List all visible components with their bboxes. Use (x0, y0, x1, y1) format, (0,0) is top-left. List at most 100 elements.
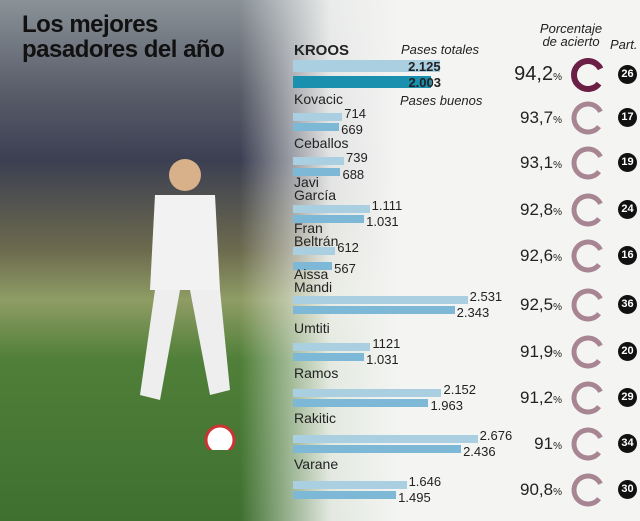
bar-good-passes (293, 123, 340, 131)
header-percent-line-2: de acierto (542, 34, 600, 49)
bar-good-passes (293, 215, 365, 223)
value-total-passes: 612 (337, 240, 359, 255)
bar-total-passes (293, 296, 468, 304)
value-total-passes: 1.111 (371, 198, 403, 213)
accuracy-ring-arc (571, 473, 605, 507)
percent-value: 91% (492, 434, 562, 454)
value-good-passes: 1.963 (430, 398, 463, 413)
accuracy-ring-arc (571, 101, 605, 135)
percent-unit: % (553, 72, 562, 83)
percent-number: 92,5 (520, 295, 554, 314)
percent-number: 91 (534, 434, 554, 453)
value-total-passes: 2.676 (479, 428, 513, 443)
percent-value: 93,1% (492, 153, 562, 173)
bar-good-passes (293, 399, 429, 407)
value-good-passes: 688 (342, 167, 365, 182)
percent-number: 92,6 (520, 246, 554, 265)
value-good-passes: 2.343 (456, 305, 490, 320)
matches-badge: 17 (618, 108, 637, 127)
bar-good-passes (293, 76, 432, 88)
bar-good-passes (293, 306, 455, 314)
value-total-passes: 739 (345, 150, 368, 165)
accuracy-ring-icon (571, 58, 605, 92)
player-name: Javi García (294, 174, 337, 203)
matches-badge: 36 (618, 295, 637, 314)
bar-good-passes (293, 262, 333, 270)
player-name: Ramos (294, 365, 339, 381)
accuracy-ring-arc (571, 381, 605, 415)
accuracy-ring-arc (571, 146, 605, 180)
player-name: Umtiti (294, 320, 330, 336)
player-illustration (140, 159, 236, 450)
accuracy-ring-arc (571, 427, 605, 461)
bar-good-passes (293, 168, 341, 176)
page-title: Los mejores pasadores del año (22, 11, 225, 62)
header-total-passes: Pases totales (401, 42, 480, 57)
matches-badge: 24 (618, 200, 637, 219)
player-name: Ceballos (294, 135, 349, 151)
accuracy-ring-icon (571, 335, 605, 369)
percent-unit: % (553, 441, 562, 452)
value-total-passes: 1121 (372, 336, 401, 351)
percent-value: 92,6% (492, 246, 562, 266)
accuracy-ring-icon (571, 239, 605, 273)
title-line-1: Los mejores (22, 11, 158, 38)
bar-total-passes (293, 60, 440, 72)
value-total-passes: 1.646 (408, 474, 442, 489)
accuracy-ring-icon (571, 473, 605, 507)
value-total-passes: 714 (344, 106, 366, 121)
percent-unit: % (553, 349, 562, 360)
bar-good-passes (293, 353, 365, 361)
matches-badge: 30 (618, 480, 637, 499)
accuracy-ring-icon (571, 146, 605, 180)
player-name: Kovacic (294, 91, 344, 107)
header-matches: Part. (610, 37, 638, 52)
accuracy-ring-arc (571, 58, 605, 92)
player-name: Fran Beltrán (294, 220, 339, 249)
percent-number: 93,7 (520, 108, 554, 127)
value-good-passes: 1.031 (366, 352, 399, 367)
percent-unit: % (553, 160, 562, 171)
percent-number: 92,8 (520, 200, 554, 219)
accuracy-ring-icon (571, 101, 605, 135)
bar-total-passes (293, 343, 371, 351)
percent-number: 90,8 (520, 480, 554, 499)
player-name: Varane (294, 456, 339, 472)
percent-value: 91,2% (492, 388, 562, 408)
bar-total-passes (293, 247, 336, 255)
value-total-passes: 2.125 (408, 59, 441, 74)
percent-value: 91,9% (492, 342, 562, 362)
accuracy-ring-arc (571, 288, 605, 322)
value-good-passes: 669 (341, 122, 363, 137)
value-total-passes: 2.152 (443, 382, 477, 397)
bar-good-passes (293, 445, 462, 453)
value-good-passes: 2.436 (463, 444, 496, 459)
header-percent: Porcentaje de acierto (536, 22, 606, 48)
percent-number: 91,9 (520, 342, 554, 361)
bar-good-passes (293, 491, 397, 499)
value-total-passes: 2.531 (469, 289, 503, 304)
percent-unit: % (553, 115, 562, 126)
percent-unit: % (553, 487, 562, 498)
percent-value: 92,8% (492, 200, 562, 220)
accuracy-ring-icon (571, 427, 605, 461)
matches-badge: 26 (618, 65, 637, 84)
player-name: KROOS (294, 42, 350, 59)
percent-value: 94,2% (492, 63, 562, 86)
bar-total-passes (293, 113, 343, 121)
player-name: Aissa Mandi (294, 266, 333, 295)
percent-number: 93,1 (520, 153, 554, 172)
value-good-passes: 567 (334, 261, 356, 276)
bar-total-passes (293, 481, 407, 489)
header-percent-line-1: Porcentaje (539, 21, 603, 36)
percent-number: 91,2 (520, 388, 554, 407)
value-good-passes: 1.495 (398, 490, 431, 505)
percent-number: 94,2 (514, 63, 554, 85)
value-good-passes: 1.031 (366, 214, 399, 229)
matches-badge: 20 (618, 342, 637, 361)
header-good-passes: Pases buenos (400, 93, 483, 108)
percent-value: 93,7% (492, 108, 562, 128)
accuracy-ring-icon (571, 288, 605, 322)
matches-badge: 19 (618, 153, 637, 172)
accuracy-ring-arc (571, 193, 605, 227)
